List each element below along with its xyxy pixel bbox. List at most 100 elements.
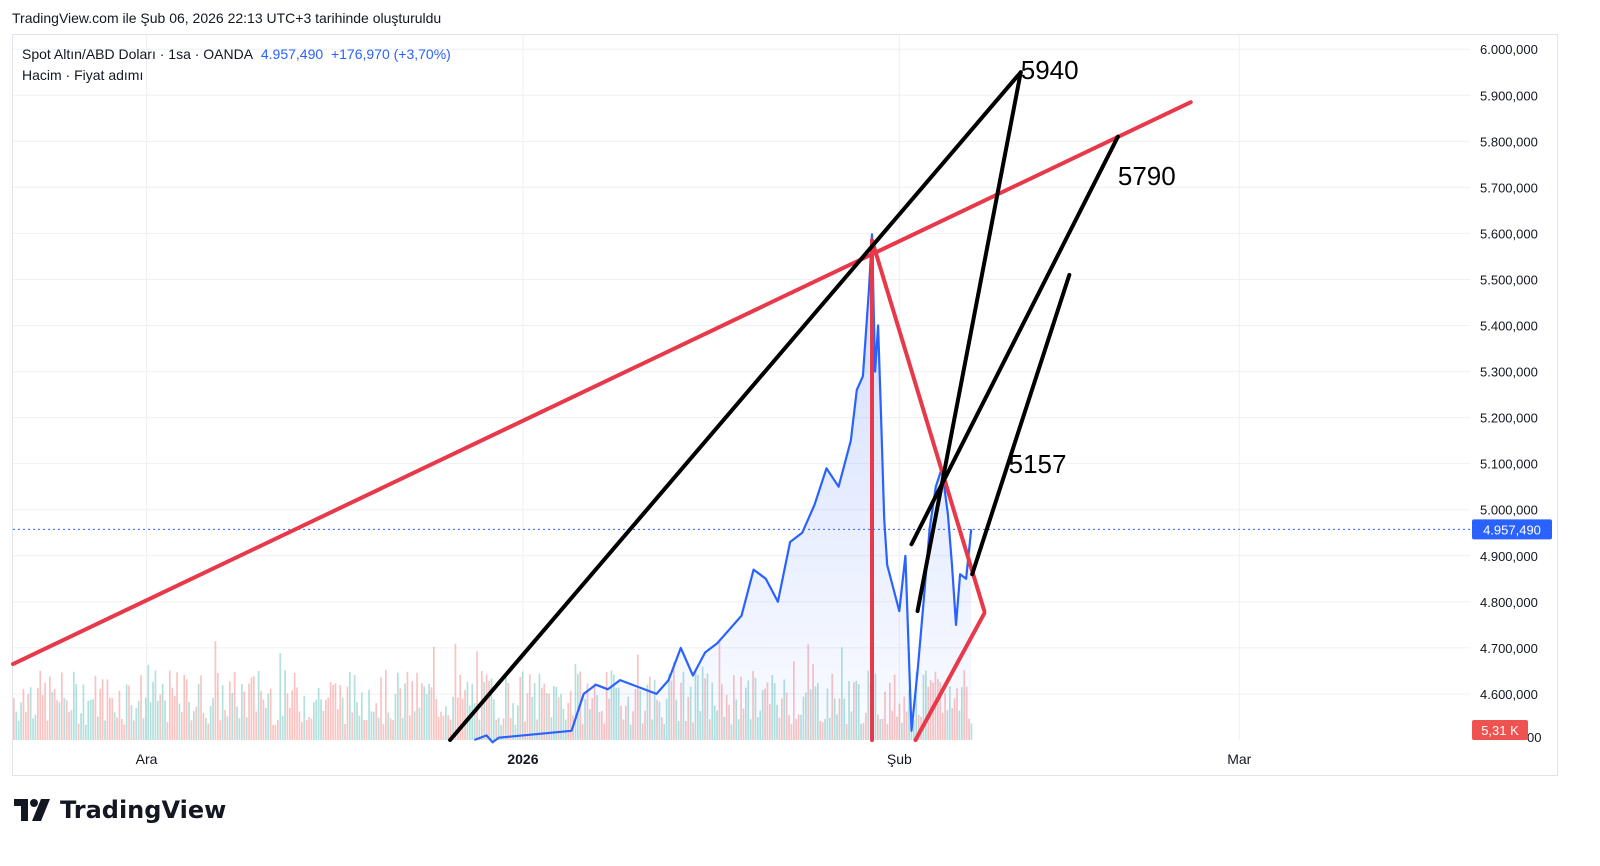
- volume-bar: [149, 702, 152, 740]
- volume-bar: [351, 712, 354, 740]
- price-line: [474, 233, 973, 744]
- volume-bar: [92, 699, 94, 740]
- volume-bar: [435, 699, 438, 740]
- volume-bar: [32, 718, 34, 740]
- volume-bar: [272, 724, 274, 740]
- volume-bar: [298, 711, 301, 740]
- volume-bar: [188, 702, 190, 740]
- volume-bar: [85, 724, 87, 740]
- volume-bar: [370, 711, 373, 740]
- volume-bar: [533, 683, 536, 740]
- price-area: [474, 234, 972, 743]
- y-tick-label: 4.700,000: [1480, 641, 1538, 656]
- volume-bar: [267, 693, 270, 740]
- volume-bar: [363, 719, 366, 740]
- volume-bar: [142, 718, 145, 740]
- volume-bar: [317, 688, 320, 740]
- volume-bar: [116, 717, 118, 740]
- volume-bar: [147, 664, 150, 740]
- volume-bar: [430, 687, 433, 740]
- volume-bar: [277, 720, 279, 740]
- volume-bar: [397, 672, 399, 740]
- volume-bar: [205, 718, 207, 740]
- volume-bar: [130, 705, 133, 740]
- volume-bar: [207, 723, 210, 740]
- volume-bar: [361, 692, 363, 740]
- y-tick-label: 5.100,000: [1480, 457, 1538, 472]
- volume-bar: [550, 717, 553, 740]
- volume-bar: [154, 670, 157, 740]
- volume-bar: [440, 711, 442, 740]
- volume-bar: [101, 679, 104, 740]
- volume-bar: [68, 711, 70, 740]
- volume-bar: [183, 675, 186, 740]
- volume-bar: [63, 697, 66, 740]
- volume-bar: [253, 676, 255, 740]
- volume-bar: [248, 683, 250, 740]
- price-line-layer: [13, 233, 1472, 744]
- volume-bar: [217, 672, 219, 740]
- x-tick-label: Ara: [136, 751, 158, 767]
- volume-bar: [406, 671, 409, 740]
- annotation-layer: 5940 5790 5157: [1009, 55, 1176, 479]
- volume-bar: [536, 719, 538, 740]
- y-tick-label: 6.000,000: [1480, 42, 1538, 57]
- x-tick-label: Şub: [887, 751, 912, 767]
- volume-bar: [555, 686, 558, 740]
- volume-bar: [423, 686, 426, 740]
- legend-row-indicators[interactable]: Hacim · Fiyat adımı: [22, 67, 144, 83]
- volume-bar: [284, 670, 286, 740]
- volume-bar: [255, 711, 258, 740]
- trendline-black: [970, 272, 1072, 577]
- volume-bar: [27, 694, 30, 740]
- volume-bar: [195, 706, 198, 740]
- volume-bar: [310, 718, 313, 740]
- volume-bar: [433, 646, 435, 740]
- volume-bar: [34, 714, 37, 740]
- trendline-red: [11, 100, 1193, 667]
- volume-bar: [231, 692, 234, 740]
- volume-bar: [113, 712, 116, 740]
- volume-bar: [289, 707, 291, 740]
- volume-bar: [457, 697, 459, 740]
- volume-bar: [159, 694, 162, 740]
- volume-bar: [20, 702, 22, 740]
- volume-bar: [65, 700, 68, 740]
- volume-bar: [382, 724, 385, 740]
- volume-bar: [452, 696, 454, 740]
- volume-bar: [353, 675, 356, 740]
- volume-bar: [399, 688, 402, 740]
- chart-frame[interactable]: [12, 34, 1558, 776]
- volume-bar: [202, 712, 205, 740]
- volume-bar: [245, 717, 248, 740]
- volume-bar: [104, 720, 106, 740]
- trendline-red: [913, 611, 987, 742]
- volume-bar: [279, 653, 282, 740]
- volume-bar: [53, 689, 56, 740]
- volume-bar: [241, 684, 243, 740]
- volume-bar: [214, 641, 217, 740]
- volume-bar: [545, 693, 548, 740]
- volume-bar: [238, 718, 241, 740]
- volume-bar: [358, 715, 361, 740]
- volume-bar: [521, 671, 524, 740]
- symbol-title: Spot Altın/ABD Doları · 1sa · OANDA: [22, 46, 254, 62]
- y-tick-label: 5.500,000: [1480, 272, 1538, 287]
- volume-bar: [557, 697, 560, 740]
- volume-bar: [519, 676, 522, 740]
- volume-bar: [296, 687, 298, 740]
- chart-legend: Spot Altın/ABD Doları · 1sa · OANDA 4.95…: [22, 44, 451, 86]
- volume-bar: [212, 697, 214, 740]
- volume-bar: [497, 717, 500, 740]
- volume-bar: [495, 719, 498, 740]
- volume-bar: [562, 708, 565, 740]
- volume-bar: [524, 721, 526, 740]
- volume-bar: [181, 712, 183, 740]
- volume-bar: [133, 720, 135, 740]
- volume-bar: [46, 720, 49, 740]
- grid-layer: [13, 35, 1470, 740]
- volume-bar: [488, 681, 490, 740]
- volume-bar: [454, 643, 457, 740]
- last-price: 4.957,490: [260, 46, 324, 62]
